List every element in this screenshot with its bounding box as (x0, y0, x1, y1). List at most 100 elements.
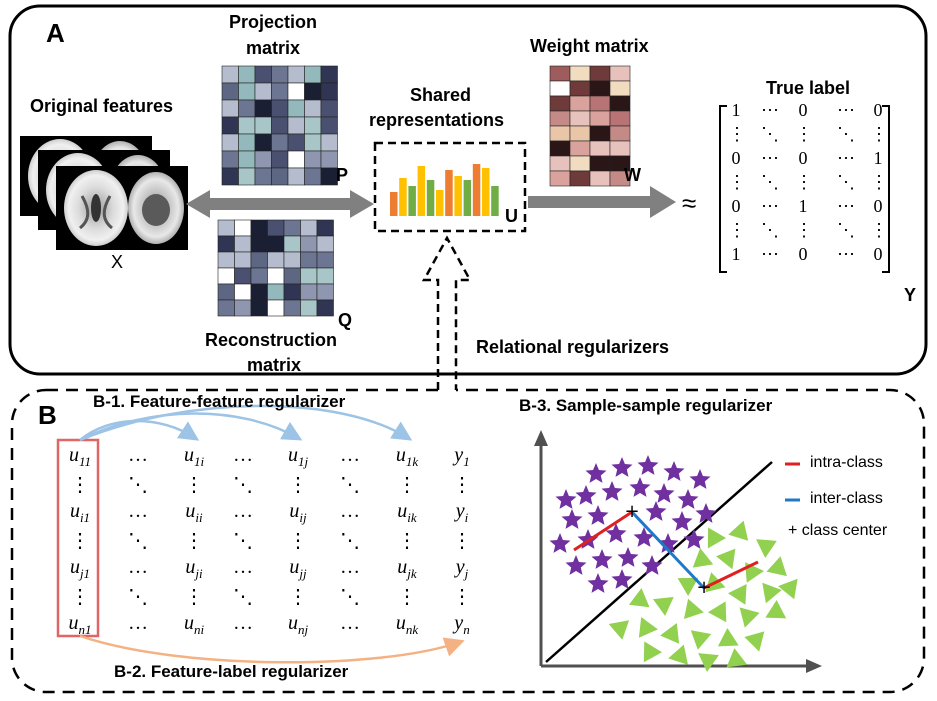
matrix-entry: … (128, 444, 148, 466)
shared-title-line1: Shared (410, 85, 472, 105)
star-point (629, 477, 651, 497)
matrix-cell (300, 235, 318, 253)
matrix-cell (250, 251, 268, 269)
representation-bar (417, 166, 426, 216)
label-cell: ⋯ (761, 196, 779, 216)
label-cell: ⋯ (837, 196, 855, 216)
matrix-cell (320, 133, 338, 152)
triangle-point (708, 601, 727, 623)
matrix-cell (549, 95, 571, 112)
triangle-point (707, 527, 726, 549)
matrix-cell (238, 150, 256, 169)
label-cell: ⋯ (837, 100, 855, 120)
star-point (641, 555, 663, 575)
matrix-cell (221, 116, 239, 135)
matrix-entry: ⋱ (128, 586, 148, 608)
matrix-cell (569, 155, 591, 172)
matrix-cell (217, 299, 235, 317)
matrix-cell (283, 235, 301, 253)
matrix-cell (609, 95, 631, 112)
matrix-entry: … (340, 612, 360, 634)
b2-title: B-2. Feature-label regularizer (114, 662, 349, 681)
matrix-entry: u1i (183, 444, 205, 469)
matrix-cell (221, 82, 239, 101)
matrix-entry: ⋮ (288, 530, 308, 552)
matrix-cell (589, 65, 611, 82)
matrix-cell (238, 133, 256, 152)
matrix-cell (549, 170, 571, 187)
matrix-cell (316, 283, 334, 301)
matrix-cell (283, 251, 301, 269)
triangle-point (728, 520, 749, 541)
matrix-entry: ⋱ (128, 474, 148, 496)
representation-bar (463, 180, 472, 216)
matrix-cell (271, 150, 289, 169)
matrix-cell (300, 251, 318, 269)
label-cell: 0 (731, 196, 741, 216)
triangle-point (698, 653, 719, 672)
representation-bar (399, 178, 407, 216)
matrix-entry: u1k (395, 444, 419, 469)
panel-b-frame (10, 388, 926, 694)
x-label: X (111, 252, 124, 272)
triangle-class-points (608, 520, 798, 672)
label-cell: 0 (798, 244, 808, 264)
matrix-entry: ⋮ (70, 586, 90, 608)
matrix-cell (569, 140, 591, 157)
true-label-matrix-brackets (719, 105, 890, 273)
matrix-cell (287, 150, 305, 169)
matrix-entry: ⋮ (184, 530, 204, 552)
matrix-cell (283, 219, 301, 237)
label-cell: ⋯ (837, 244, 855, 264)
matrix-cell (287, 116, 305, 135)
matrix-cell (569, 110, 591, 127)
matrix-cell (221, 150, 239, 169)
label-cell: ⋱ (837, 172, 855, 192)
triangle-point (690, 630, 712, 650)
matrix-cell (217, 235, 235, 253)
star-point (555, 489, 577, 509)
matrix-entry: … (340, 444, 360, 466)
relational-regularizers-label: Relational regularizers (476, 337, 670, 357)
matrix-cell (549, 80, 571, 97)
matrix-cell (569, 95, 591, 112)
matrix-cell (217, 283, 235, 301)
matrix-cell (267, 251, 285, 269)
triangle-point (692, 548, 714, 568)
matrix-cell (221, 167, 239, 186)
matrix-entry: ⋮ (288, 586, 308, 608)
sample-sample-plot: + + (534, 430, 822, 673)
triangle-point (728, 584, 747, 605)
matrix-entry: ⋮ (70, 474, 90, 496)
matrix-cell (589, 125, 611, 142)
matrix-cell (238, 99, 256, 118)
matrix-cell (320, 82, 338, 101)
star-point (645, 501, 667, 521)
matrix-cell (589, 170, 611, 187)
matrix-cell (316, 235, 334, 253)
matrix-entry: u1j (287, 444, 309, 469)
triangle-point (643, 641, 662, 663)
matrix-cell (609, 65, 631, 82)
matrix-entry: … (233, 500, 253, 522)
matrix-cell (569, 125, 591, 142)
matrix-entry: ⋱ (128, 530, 148, 552)
triangle-point (766, 556, 787, 577)
matrix-entry: ⋮ (452, 474, 472, 496)
matrix-cell (238, 167, 256, 186)
representation-bar (445, 170, 453, 216)
star-class-center: + (624, 501, 639, 522)
projection-reconstruction-arrow (186, 190, 374, 218)
label-cell: ⋮ (795, 172, 813, 192)
matrix-cell (250, 299, 268, 317)
star-point (633, 527, 655, 547)
q-label: Q (338, 310, 353, 330)
matrix-cell (320, 99, 338, 118)
matrix-cell (609, 80, 631, 97)
label-cell: ⋱ (837, 124, 855, 144)
star-point (653, 483, 675, 503)
representation-bar (491, 186, 499, 216)
matrix-cell (316, 267, 334, 285)
star-point (637, 455, 659, 475)
star-point (587, 573, 609, 593)
